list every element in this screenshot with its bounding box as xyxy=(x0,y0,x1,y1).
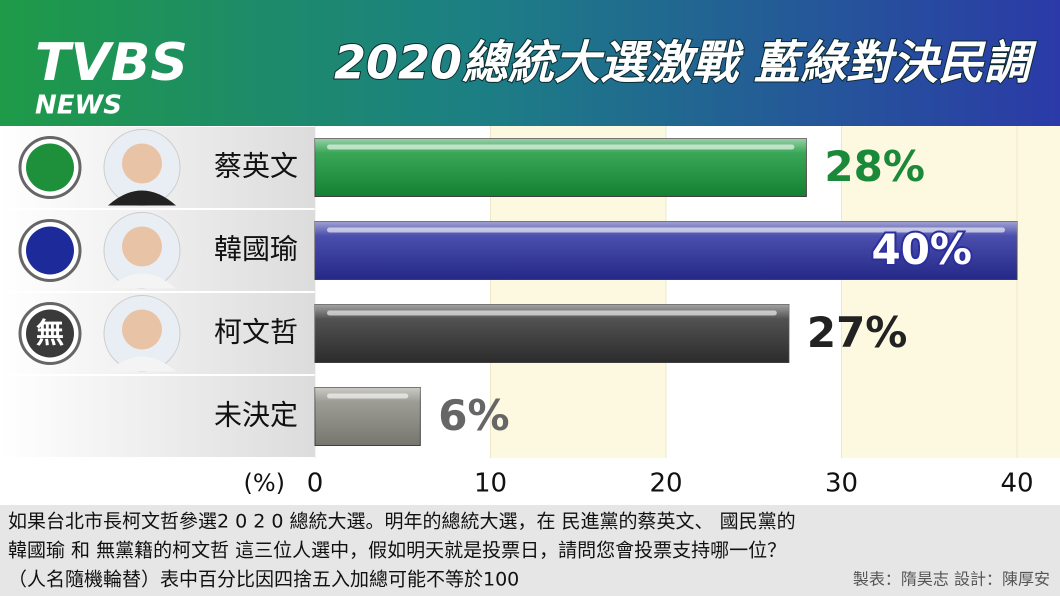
bar-shine xyxy=(327,310,777,316)
portrait-face xyxy=(122,143,162,184)
category-label: 蔡英文 xyxy=(214,150,298,183)
party-badge-label: 無 xyxy=(36,317,64,350)
category-label: 未決定 xyxy=(214,399,298,432)
value-label: 27% xyxy=(807,308,908,357)
logo-sub: NEWS xyxy=(35,91,122,121)
row-bg xyxy=(0,376,315,457)
portrait-body xyxy=(108,273,176,289)
value-label: 40% xyxy=(871,225,972,274)
category-label: 柯文哲 xyxy=(214,316,298,349)
plot: 0 10 20 30 40 (%) 蔡英文 28% 韓國瑜 40% 柯文哲 27% 未決定 6% 無 xyxy=(0,126,1060,499)
x-tick-label: 20 xyxy=(649,469,682,499)
category-label: 韓國瑜 xyxy=(214,233,298,266)
x-tick-label: 0 xyxy=(307,469,324,499)
party-icon-inner xyxy=(26,226,74,275)
x-axis-label: (%) xyxy=(243,469,285,497)
portrait-body xyxy=(108,190,176,206)
x-tick-label: 40 xyxy=(1000,469,1033,499)
x-tick-label: 30 xyxy=(825,469,858,499)
header xyxy=(0,0,1060,126)
footnote: （人名隨機輪替）表中百分比因四捨五入加總可能不等於100 xyxy=(8,569,519,591)
footnote: 韓國瑜 和 無黨籍的柯文哲 這三位人選中，假如明天就是投票日，請問您會投票支持哪… xyxy=(8,540,786,562)
band xyxy=(841,126,1017,458)
band xyxy=(1017,126,1060,458)
bar-shine xyxy=(327,393,409,399)
x-tick-label: 10 xyxy=(474,469,507,499)
portrait-body xyxy=(108,356,176,372)
bar-shine xyxy=(327,144,795,150)
footnote-bg xyxy=(0,505,1060,596)
footnote: 如果台北市長柯文哲參選2 0 2 0 總統大選。明年的總統大選，在 民進黨的蔡英… xyxy=(8,511,796,533)
value-label: 28% xyxy=(824,142,925,191)
chart-title: 2020總統大選激戰 藍綠對決民調 xyxy=(334,36,1037,90)
credits: 製表：隋昊志 設計：陳厚安 xyxy=(853,570,1050,589)
portrait-face xyxy=(122,226,162,267)
bar-shine xyxy=(327,227,1005,233)
party-icon-inner xyxy=(26,309,74,358)
party-icon-inner xyxy=(26,143,74,192)
logo: TVBS xyxy=(35,33,188,93)
value-label: 6% xyxy=(438,391,509,440)
portrait-face xyxy=(122,309,162,350)
